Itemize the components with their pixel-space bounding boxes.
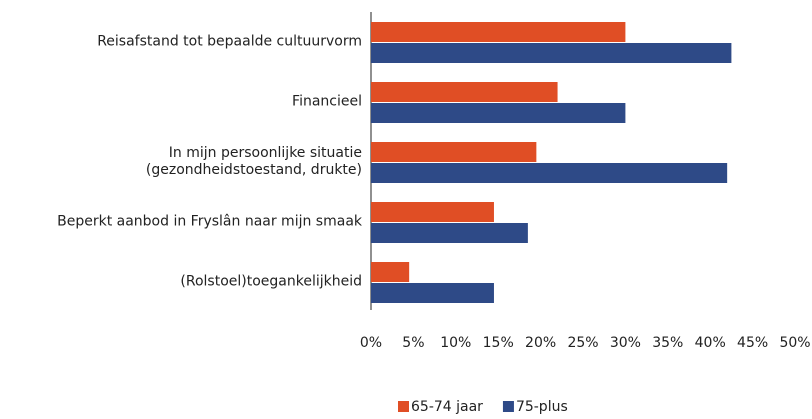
x-tick-label: 20% — [525, 335, 556, 351]
bar — [371, 142, 537, 162]
category-label: In mijn persoonlijke situatie (gezondhei… — [145, 145, 362, 178]
category-label: (Rolstoel)toegankelijkheid — [180, 273, 362, 290]
x-tick-label: 50% — [779, 335, 810, 351]
bar — [371, 22, 626, 42]
x-tick-label: 25% — [567, 335, 598, 351]
x-tick-label: 10% — [440, 335, 471, 351]
legend-swatch — [502, 401, 514, 412]
x-tick-label: 15% — [483, 335, 514, 351]
category-label: Reisafstand tot bepaalde cultuurvorm — [97, 33, 362, 50]
bar — [371, 223, 528, 243]
bar — [371, 43, 732, 63]
category-label: Beperkt aanbod in Fryslân naar mijn smaa… — [57, 213, 362, 230]
x-tick-label: 45% — [737, 335, 768, 351]
bar — [371, 202, 494, 222]
category-label: Financieel — [292, 93, 362, 110]
x-tick-label: 30% — [610, 335, 641, 351]
bar — [371, 283, 494, 303]
bar — [371, 103, 626, 123]
x-tick-label: 40% — [695, 335, 726, 351]
legend-swatch — [398, 401, 409, 412]
legend-label: 75-plus — [516, 399, 568, 415]
x-tick-label: 35% — [652, 335, 683, 351]
legend-label: 65-74 jaar — [411, 399, 483, 415]
bar — [371, 163, 728, 183]
bar — [371, 82, 558, 102]
bar — [371, 262, 410, 282]
x-tick-label: 5% — [402, 335, 424, 351]
x-tick-label: 0% — [360, 335, 382, 351]
